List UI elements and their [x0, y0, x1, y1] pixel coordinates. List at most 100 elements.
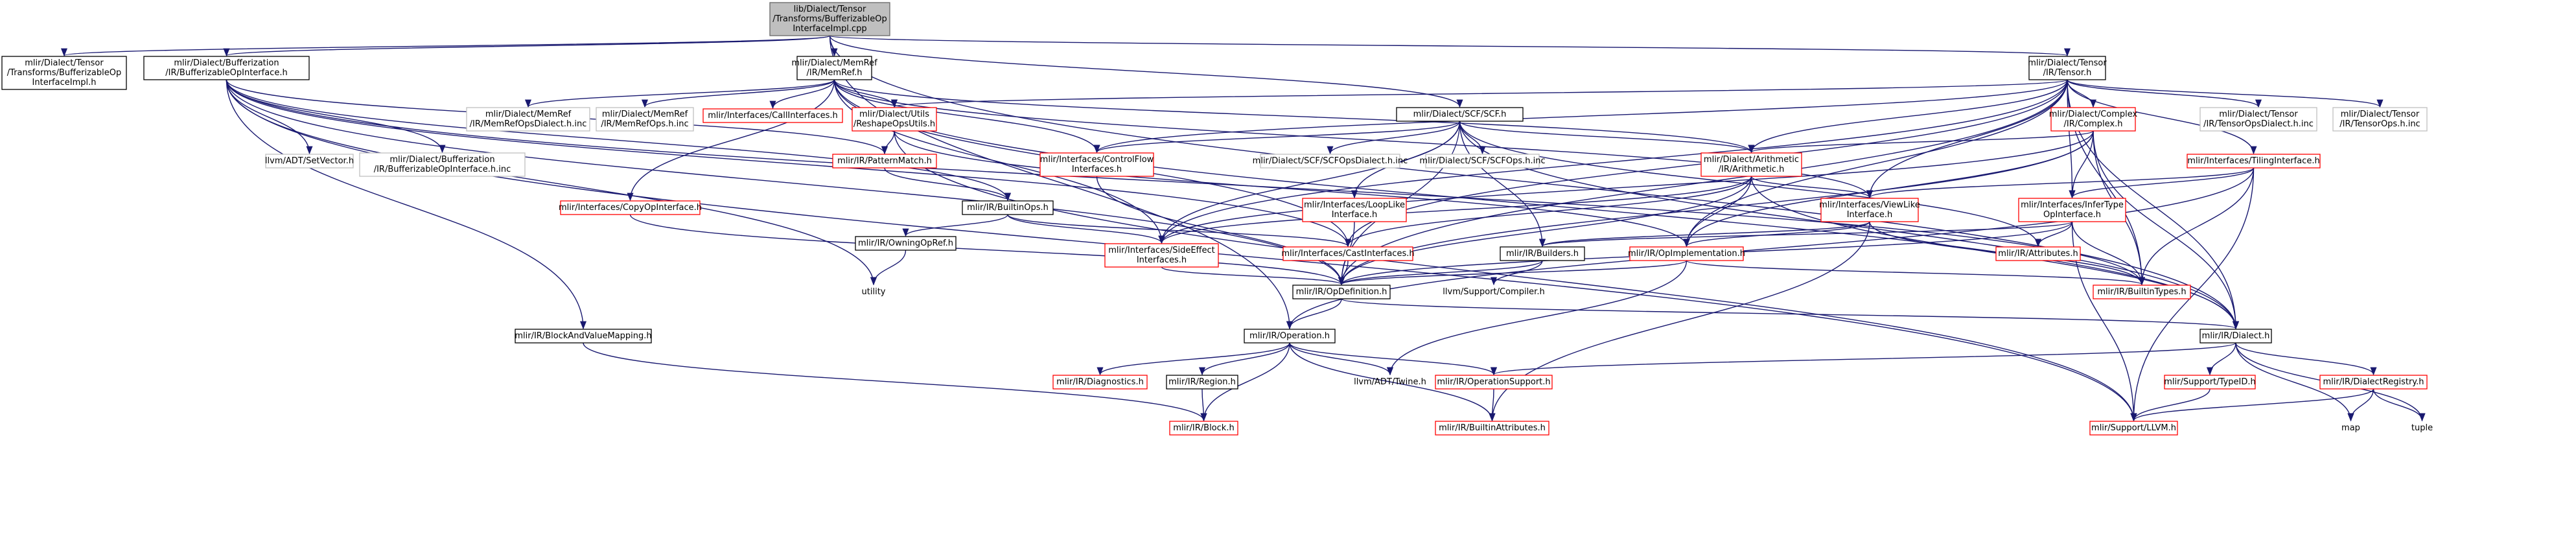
node-box — [2199, 107, 2317, 132]
dependency-edge — [1286, 298, 1342, 330]
node-support-llvm-h[interactable]: mlir/Support/LLVM.h — [2089, 421, 2178, 436]
edge-memref_h-to-memref_ops_dialect_inc — [525, 79, 835, 108]
node-call-interfaces-h[interactable]: mlir/Interfaces/CallInterfaces.h — [702, 108, 843, 123]
edge-view_like_interface_h-to-op_implementation_h — [1683, 221, 1870, 248]
node-block-h[interactable]: mlir/IR/Block.h — [1169, 421, 1238, 436]
node-scf-h[interactable]: mlir/Dialect/SCF/SCF.h — [1396, 107, 1524, 122]
dependency-edge — [61, 35, 831, 57]
node-label-line: mlir/IR/OpDefinition.h — [1296, 287, 1387, 297]
dependency-edge — [1093, 121, 1461, 154]
node-region-h[interactable]: mlir/IR/Region.h — [1166, 375, 1238, 390]
dependency-edge — [902, 214, 1008, 237]
edge-bufferizable_op_interface_h-to-builtin_ops_h — [226, 79, 1011, 202]
dependency-edge — [833, 79, 1100, 154]
node-dialect-h[interactable]: mlir/IR/Dialect.h — [2199, 329, 2272, 344]
dependency-edge — [1345, 176, 1752, 248]
node-arithmetic-h[interactable]: mlir/Dialect/Arithmetic/IR/Arithmetic.h — [1700, 152, 1802, 177]
dependency-edge — [224, 35, 831, 57]
edge-bufferizable_op_interface_h-to-block_and_value_mapping_h — [226, 79, 587, 330]
node-builtin-types-h[interactable]: mlir/IR/BuiltinTypes.h — [2093, 285, 2191, 299]
dependency-edges — [61, 35, 2426, 422]
node-label-line: InterfaceImpl.h — [32, 78, 97, 87]
node-cast-interfaces-h[interactable]: mlir/Interfaces/CastInterfaces.h — [1281, 246, 1415, 261]
node-tensor-bufop-h[interactable]: mlir/Dialect/Tensor/Transforms/Bufferiza… — [1, 56, 127, 90]
node-label-line: /IR/BufferizableOpInterface.h — [165, 68, 287, 78]
node-block-and-value-mapping-h[interactable]: mlir/IR/BlockAndValueMapping.h — [515, 329, 652, 344]
node-copy-op-interface-h[interactable]: mlir/Interfaces/CopyOpInterface.h — [559, 200, 702, 215]
edge-op_definition_h-to-operation_h — [1286, 298, 1342, 330]
node-root[interactable]: lib/Dialect/Tensor/Transforms/Bufferizab… — [769, 2, 890, 36]
node-label-line: mlir/Interfaces/InferType — [2021, 200, 2124, 210]
edge-tensor_h-to-tensor_ops_inc — [2067, 79, 2384, 108]
edge-control_flow_interfaces_h-to-op_definition_h — [1096, 176, 1345, 286]
node-box — [2050, 107, 2136, 132]
node-tiling-interface-h[interactable]: mlir/Interfaces/TilingInterface.h — [2187, 154, 2321, 169]
node-box — [1435, 375, 1553, 390]
node-box — [1700, 152, 1802, 177]
node-scf-ops-dialect-inc[interactable]: mlir/Dialect/SCF/SCFOpsDialect.h.inc — [1253, 154, 1408, 169]
dependency-edge — [1093, 79, 2068, 154]
node-memref-h[interactable]: mlir/Dialect/MemRef/IR/MemRef.h — [791, 56, 877, 80]
node-builtin-ops-h[interactable]: mlir/IR/BuiltinOps.h — [962, 200, 1054, 215]
node-label-line: mlir/Dialect/MemRef — [791, 58, 877, 68]
dependency-edge — [627, 79, 835, 202]
node-attributes-h[interactable]: mlir/IR/Attributes.h — [1995, 246, 2081, 261]
node-label-line: lib/Dialect/Tensor — [794, 5, 866, 14]
edge-infer_type_op_interface_h-to-builtin_types_h — [2071, 221, 2146, 286]
node-complex-h[interactable]: mlir/Dialect/Complex/IR/Complex.h — [2049, 107, 2138, 132]
node-tensor-ops-dialect-inc[interactable]: mlir/Dialect/Tensor/IR/TensorOpsDialect.… — [2199, 107, 2317, 132]
node-scf-ops-inc[interactable]: mlir/Dialect/SCF/SCFOps.h.inc — [1419, 154, 1546, 169]
node-reshape-ops-utils-h[interactable]: mlir/Dialect/Utils/ReshapeOpsUtils.h — [852, 107, 937, 132]
node-operation-support-h[interactable]: mlir/IR/OperationSupport.h — [1435, 375, 1553, 390]
node-label-line: mlir/Dialect/SCF/SCF.h — [1413, 110, 1507, 119]
node-type-id-h[interactable]: mlir/Support/TypeID.h — [2164, 375, 2256, 390]
node-builders-h[interactable]: mlir/IR/Builders.h — [1500, 246, 1585, 261]
edge-root-to-tensor_bufop_h — [61, 35, 831, 57]
dependency-edge — [1683, 79, 2068, 248]
node-memref-ops-inc[interactable]: mlir/Dialect/MemRef/IR/MemRefOps.h.inc — [596, 107, 694, 132]
node-box — [1282, 246, 1413, 261]
node-bufferizable-op-interface-h[interactable]: mlir/Dialect/Bufferization/IR/Bufferizab… — [143, 56, 310, 80]
node-label-line: mlir/IR/Region.h — [1168, 377, 1236, 387]
edge-tensor_h-to-infer_type_op_interface_h — [2067, 79, 2076, 199]
node-box — [2332, 107, 2428, 132]
edge-tensor_h-to-tiling_interface_h — [2067, 79, 2257, 155]
node-operation-h[interactable]: mlir/IR/Operation.h — [1244, 329, 1336, 344]
edge-tiling_interface_h-to-builtin_types_h — [2138, 167, 2255, 286]
node-builtin-attributes-h[interactable]: mlir/IR/BuiltinAttributes.h — [1435, 421, 1549, 436]
edge-op_implementation_h-to-builtin_types_h — [1686, 260, 2145, 286]
node-tensor-h[interactable]: mlir/Dialect/Tensor/IR/Tensor.h — [2028, 56, 2107, 80]
node-bufferizable-op-interface-inc[interactable]: mlir/Dialect/Bufferization/IR/Bufferizab… — [359, 152, 526, 177]
edge-reshape_ops_utils_h-to-pattern_match_h — [881, 130, 895, 155]
node-box — [1396, 107, 1524, 122]
node-llvm-setvector[interactable]: llvm/ADT/SetVector.h — [265, 154, 354, 169]
dependency-edge — [2206, 342, 2236, 376]
edge-memref_h-to-copy_op_interface_h — [627, 79, 835, 202]
node-dialect-registry-h[interactable]: mlir/IR/DialectRegistry.h — [2319, 375, 2428, 390]
dependency-edge — [2067, 79, 2384, 108]
node-label-line: mlir/Dialect/SCF/SCFOps.h.inc — [1419, 156, 1545, 166]
dependency-edge — [1338, 260, 1688, 286]
edge-tensor_h-to-reshape_ops_utils_h — [891, 79, 2068, 108]
node-pattern-match-h[interactable]: mlir/IR/PatternMatch.h — [832, 154, 937, 169]
edge-bufferizable_op_interface_h-to-cast_interfaces_h — [226, 79, 1351, 248]
node-memref-ops-dialect-inc[interactable]: mlir/Dialect/MemRef/IR/MemRefOpsDialect.… — [466, 107, 590, 132]
edge-operation_h-to-block_h — [1200, 342, 1290, 422]
node-label-line: mlir/Dialect/Utils — [859, 110, 929, 119]
edge-builtin_ops_h-to-cast_interfaces_h — [1007, 214, 1351, 248]
node-op-definition-h[interactable]: mlir/IR/OpDefinition.h — [1292, 285, 1391, 299]
node-label-line: OpInterface.h — [2043, 210, 2101, 220]
node-op-implementation-h[interactable]: mlir/IR/OpImplementation.h — [1628, 246, 1745, 261]
dependency-edge — [2067, 79, 2097, 108]
node-label-line: mlir/IR/BuiltinTypes.h — [2097, 287, 2186, 297]
node-owning-op-ref-h[interactable]: mlir/IR/OwningOpRef.h — [855, 236, 957, 251]
node-diagnostics-h[interactable]: mlir/IR/Diagnostics.h — [1052, 375, 1148, 390]
node-tensor-ops-inc[interactable]: mlir/Dialect/Tensor/IR/TensorOps.h.inc — [2332, 107, 2428, 132]
node-box — [1260, 154, 1400, 169]
graph-nodes: lib/Dialect/Tensor/Transforms/Bufferizab… — [1, 2, 2433, 436]
